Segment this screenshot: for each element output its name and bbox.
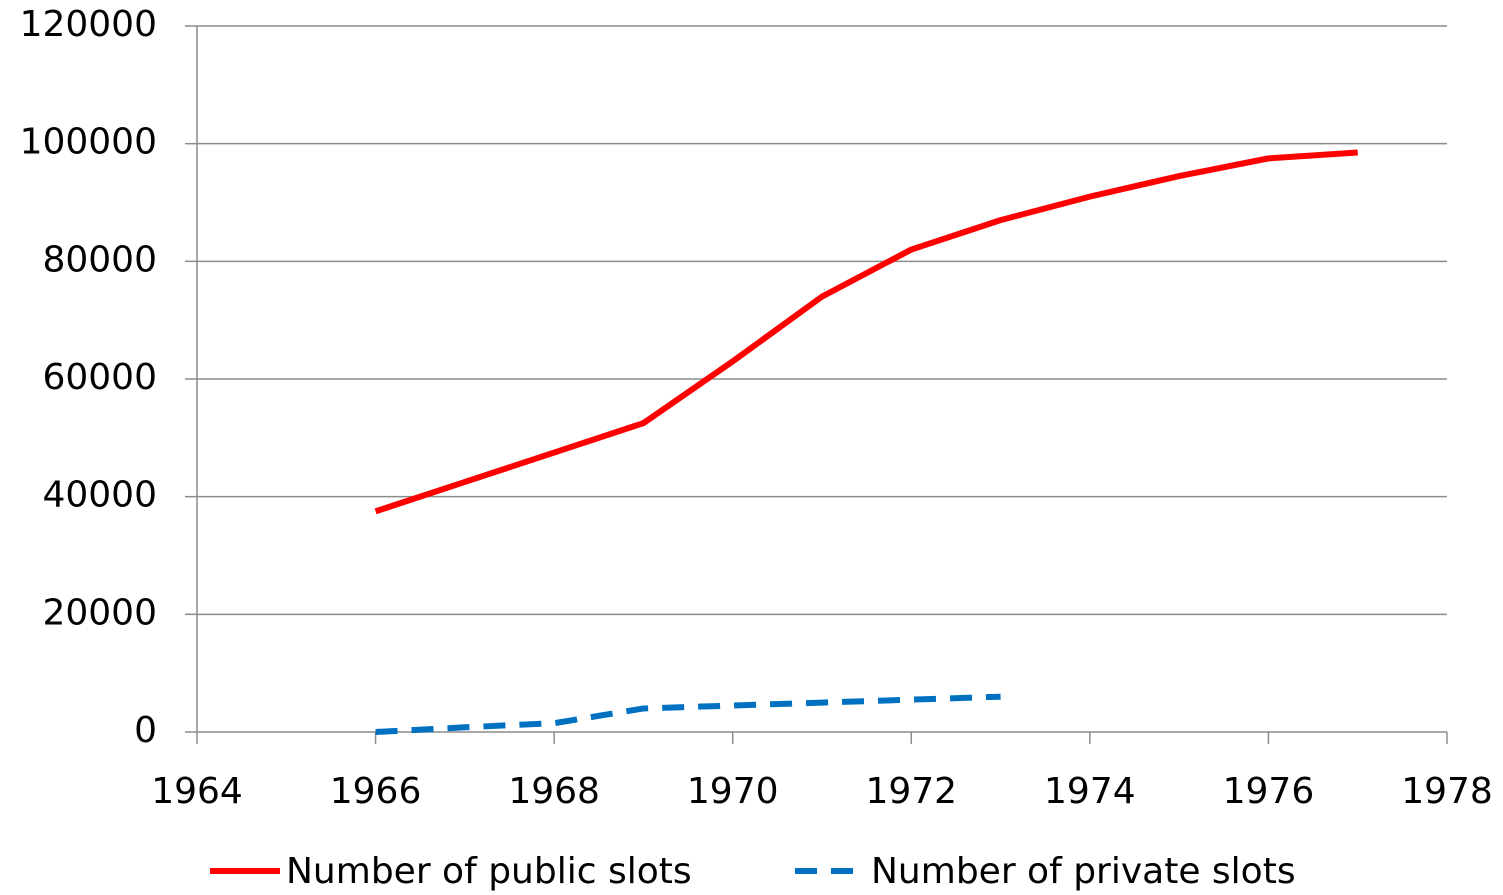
legend-label: Number of private slots: [871, 851, 1296, 892]
series-line: [374, 149, 1358, 515]
x-tick-label: 1970: [687, 771, 779, 812]
x-tick-label: 1966: [330, 771, 422, 812]
series-line: [375, 693, 1001, 735]
y-tick-label: 120000: [20, 4, 157, 45]
y-tick-label: 20000: [42, 592, 157, 633]
legend-label: Number of public slots: [286, 851, 692, 892]
y-tick-label: 100000: [20, 122, 157, 163]
x-tick-label: 1974: [1044, 771, 1136, 812]
x-tick-label: 1976: [1223, 771, 1315, 812]
y-tick-label: 0: [134, 710, 157, 751]
x-tick-label: 1972: [865, 771, 957, 812]
y-tick-label: 60000: [42, 357, 157, 398]
x-tick-label: 1978: [1401, 771, 1493, 812]
x-tick-label: 1964: [151, 771, 243, 812]
x-tick-label: 1968: [508, 771, 600, 812]
y-tick-label: 80000: [42, 239, 157, 280]
y-tick-label: 40000: [42, 475, 157, 516]
